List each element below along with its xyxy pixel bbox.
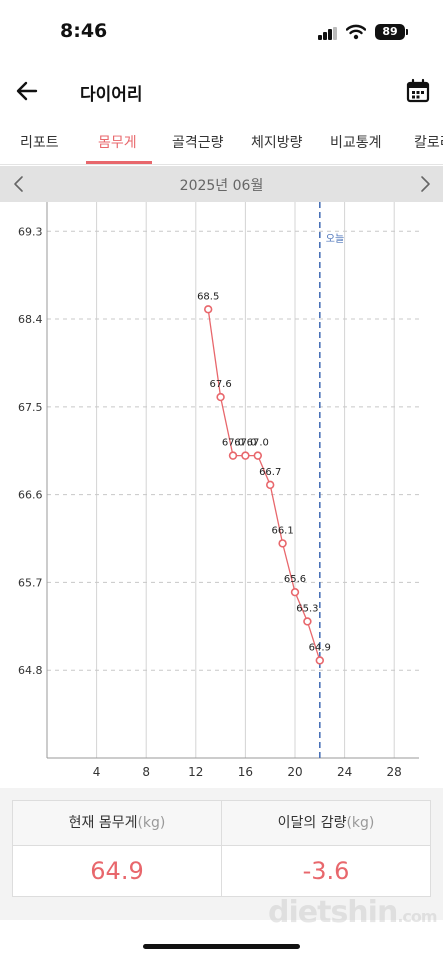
wifi-icon	[346, 24, 366, 40]
y-tick-label: 67.5	[18, 401, 43, 414]
x-tick-label: 8	[142, 765, 150, 779]
y-tick-label: 66.6	[18, 489, 43, 502]
weight-data-point	[278, 539, 287, 548]
weight-data-label: 66.1	[271, 525, 293, 536]
month-navigator: 2025년 06월	[0, 166, 443, 202]
today-marker-label: 오늘	[326, 233, 344, 245]
current-weight-header: 현재 몸무게(kg)	[13, 801, 222, 846]
month-label: 2025년 06월	[179, 178, 264, 194]
x-tick-label: 16	[238, 765, 253, 779]
weight-data-point	[216, 392, 225, 402]
nav-bar: 다이어리	[0, 66, 443, 118]
calendar-icon[interactable]	[405, 78, 431, 104]
battery-cap	[406, 29, 408, 35]
status-time: 8:46	[60, 20, 108, 42]
current-weight-value: 64.9	[13, 846, 222, 897]
monthly-loss-label: 이달의 감량	[277, 815, 347, 831]
current-weight-unit: (kg)	[137, 815, 166, 831]
x-tick-label: 20	[287, 765, 302, 779]
weight-data-label: 65.3	[296, 603, 318, 614]
tab-weight[interactable]: 몸무게	[98, 135, 137, 151]
current-weight-label: 현재 몸무게	[68, 815, 138, 831]
weight-series-line	[207, 309, 321, 661]
weight-line-chart: 4 8 12 16 20 24 28 69.3 68.4 67.5 66.6 65.7 64.8 오늘 68…	[18, 202, 419, 779]
weight-data-label: 67.0	[222, 438, 244, 449]
x-tick-label: 28	[387, 765, 402, 779]
y-tick-label: 69.3	[18, 225, 43, 238]
weight-data-label: 67.0	[247, 438, 269, 449]
y-tick-label: 64.8	[18, 664, 43, 677]
tab-compare-stats[interactable]: 비교통계	[330, 135, 382, 151]
tab-muscle-mass[interactable]: 골격근량	[172, 135, 224, 151]
chevron-right-icon[interactable]	[416, 174, 434, 194]
weight-chart: 4 8 12 16 20 24 28 69.3 68.4 67.5 66.6 65.7 64.8 오늘 68…	[0, 202, 443, 788]
weight-data-label: 67.0	[234, 438, 256, 449]
tab-body-fat[interactable]: 체지방량	[251, 135, 303, 151]
weight-data-point	[315, 656, 324, 665]
monthly-loss-value: -3.6	[302, 857, 350, 885]
y-tick-label: 68.4	[18, 313, 43, 326]
x-tick-label: 12	[188, 765, 203, 779]
x-tick-label: 4	[93, 765, 101, 779]
weight-data-point	[290, 587, 300, 597]
page-title: 다이어리	[80, 85, 143, 105]
weight-data-point	[266, 480, 275, 490]
weight-data-label: 68.5	[197, 291, 219, 302]
status-bar: 8:46 89	[0, 0, 443, 66]
home-indicator	[143, 944, 300, 949]
tab-bar: 리포트 몸무게 골격근량 체지방량 비교통계 칼로리	[0, 118, 443, 165]
weight-data-label: 66.7	[259, 467, 281, 478]
cellular-signal-icon	[318, 27, 338, 40]
weight-data-point	[303, 617, 312, 626]
tab-report[interactable]: 리포트	[20, 135, 59, 151]
chevron-left-icon[interactable]	[10, 174, 28, 194]
weight-data-label: 65.6	[284, 574, 306, 585]
y-tick-label: 65.7	[18, 576, 43, 589]
weight-data-point	[204, 305, 213, 314]
summary-panel: 현재 몸무게(kg) 이달의 감량(kg) 64.9 -3.6	[0, 788, 443, 920]
weight-data-label: 67.6	[209, 379, 231, 390]
back-arrow-icon[interactable]	[14, 78, 40, 104]
x-tick-label: 24	[337, 765, 352, 779]
weight-data-point	[241, 451, 250, 460]
weight-data-point	[228, 451, 238, 460]
active-tab-indicator	[86, 161, 152, 164]
weight-data-point	[253, 451, 262, 460]
weight-data-label: 64.9	[309, 642, 331, 653]
monthly-loss-header: 이달의 감량(kg)	[222, 801, 430, 846]
tab-calories[interactable]: 칼로리	[414, 135, 443, 151]
summary-table: 현재 몸무게(kg) 이달의 감량(kg) 64.9 -3.6	[12, 800, 431, 897]
watermark-logo: dietshin.com	[268, 895, 438, 930]
monthly-loss-unit: (kg)	[346, 815, 375, 831]
battery-icon: 89	[375, 24, 405, 40]
